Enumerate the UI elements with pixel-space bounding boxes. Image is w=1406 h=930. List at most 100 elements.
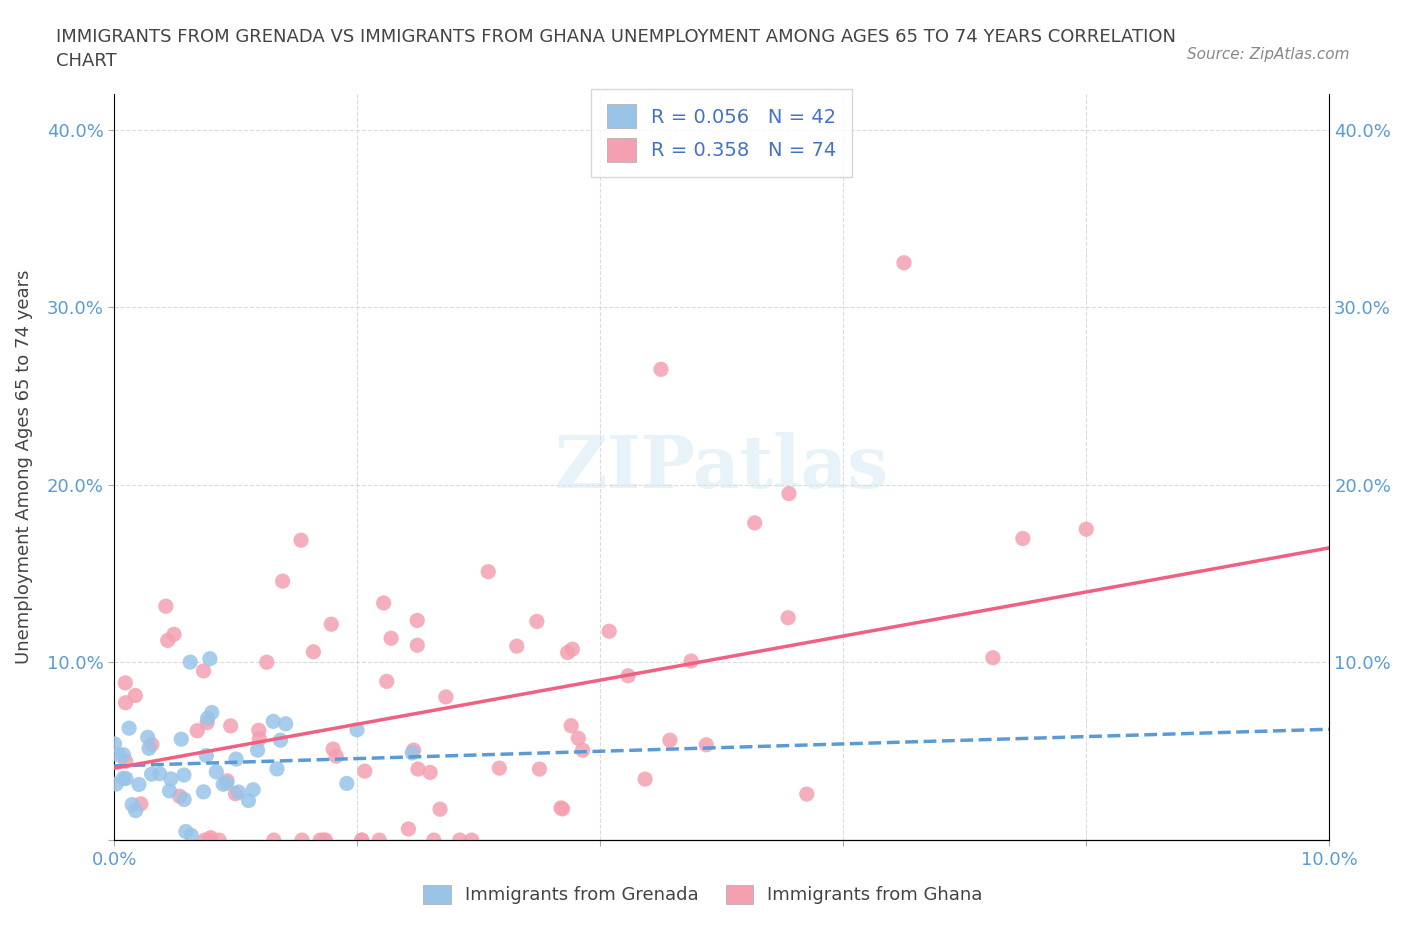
Immigrants from Grenada [112,771,135,786]
Immigrants from Ghana [434,689,457,704]
Immigrants from Ghana [156,633,179,648]
Immigrants from Ghana [114,675,136,690]
Immigrants from Ghana [488,761,510,776]
Immigrants from Ghana [114,696,136,711]
Immigrants from Ghana [449,832,471,847]
Immigrants from Ghana [271,574,294,589]
Immigrants from Ghana [506,639,529,654]
Immigrants from Grenada [159,783,181,798]
Immigrants from Ghana [398,821,420,836]
Immigrants from Grenada [103,737,125,751]
Text: ZIPatlas: ZIPatlas [554,432,889,502]
Immigrants from Ghana [321,617,343,631]
Immigrants from Ghana [406,613,429,628]
Immigrants from Ghana [247,723,270,737]
Immigrants from Ghana [406,762,429,777]
Immigrants from Ghana [460,832,482,847]
Immigrants from Ghana [315,832,337,847]
Immigrants from Grenada [269,733,291,748]
Immigrants from Ghana [302,644,325,659]
Immigrants from Ghana [567,731,589,746]
Immigrants from Ghana [368,832,391,847]
Immigrants from Grenada [205,764,228,779]
Immigrants from Grenada [193,784,215,799]
Immigrants from Grenada [197,711,219,725]
Immigrants from Ghana [256,655,278,670]
Immigrants from Ghana [550,801,572,816]
Y-axis label: Unemployment Among Ages 65 to 74 years: Unemployment Among Ages 65 to 74 years [15,270,32,664]
Immigrants from Ghana [375,674,398,689]
Immigrants from Ghana [658,733,681,748]
Immigrants from Grenada [149,766,172,781]
Immigrants from Grenada [136,730,159,745]
Immigrants from Ghana [217,774,239,789]
Immigrants from Ghana [744,515,766,530]
Immigrants from Grenada [228,785,250,800]
Immigrants from Ghana [529,762,551,777]
Immigrants from Grenada [112,748,135,763]
Immigrants from Grenada [198,651,221,666]
Immigrants from Grenada [266,762,288,777]
Immigrants from Ghana [194,832,217,847]
Immigrants from Ghana [981,650,1004,665]
Immigrants from Grenada [262,714,284,729]
Immigrants from Ghana [141,737,163,752]
Immigrants from Ghana [429,802,451,817]
Immigrants from Ghana [778,486,800,501]
Immigrants from Grenada [138,741,160,756]
Immigrants from Ghana [155,599,177,614]
Immigrants from Grenada [274,716,297,731]
Immigrants from Grenada [124,804,146,818]
Immigrants from Ghana [681,654,703,669]
Immigrants from Ghana [247,731,270,746]
Immigrants from Ghana [695,737,717,752]
Immigrants from Ghana [796,787,818,802]
Immigrants from Grenada [141,766,163,781]
Immigrants from Grenada [238,793,260,808]
Immigrants from Ghana [373,595,395,610]
Immigrants from Ghana [124,688,146,703]
Immigrants from Ghana [560,718,582,733]
Immigrants from Ghana [526,614,548,629]
Immigrants from Ghana [195,715,218,730]
Immigrants from Ghana [219,719,242,734]
Immigrants from Ghana [650,362,672,377]
Immigrants from Grenada [121,797,143,812]
Immigrants from Ghana [169,789,191,804]
Immigrants from Grenada [195,748,218,763]
Legend: R = 0.056   N = 42, R = 0.358   N = 74: R = 0.056 N = 42, R = 0.358 N = 74 [591,88,852,177]
Immigrants from Ghana [114,754,136,769]
Immigrants from Grenada [336,776,359,790]
Immigrants from Ghana [598,624,620,639]
Immigrants from Ghana [325,749,347,764]
Immigrants from Grenada [401,746,423,761]
Immigrants from Ghana [380,631,402,645]
Immigrants from Ghana [200,830,222,845]
Immigrants from Grenada [246,743,269,758]
Immigrants from Grenada [201,705,224,720]
Immigrants from Grenada [179,655,201,670]
Legend: Immigrants from Grenada, Immigrants from Ghana: Immigrants from Grenada, Immigrants from… [416,878,990,911]
Immigrants from Ghana [312,832,335,847]
Immigrants from Grenada [115,771,138,786]
Immigrants from Ghana [129,796,152,811]
Immigrants from Ghana [193,663,215,678]
Immigrants from Ghana [163,627,186,642]
Immigrants from Ghana [477,565,499,579]
Immigrants from Ghana [309,832,332,847]
Immigrants from Ghana [1076,522,1098,537]
Immigrants from Ghana [557,645,579,660]
Immigrants from Grenada [174,824,197,839]
Immigrants from Grenada [225,751,247,766]
Immigrants from Grenada [160,772,183,787]
Immigrants from Grenada [118,721,141,736]
Immigrants from Ghana [617,669,640,684]
Immigrants from Ghana [778,610,800,625]
Immigrants from Ghana [419,765,441,780]
Immigrants from Ghana [561,642,583,657]
Immigrants from Grenada [212,777,235,791]
Immigrants from Ghana [402,743,425,758]
Immigrants from Ghana [1011,531,1033,546]
Immigrants from Grenada [346,723,368,737]
Immigrants from Ghana [406,638,429,653]
